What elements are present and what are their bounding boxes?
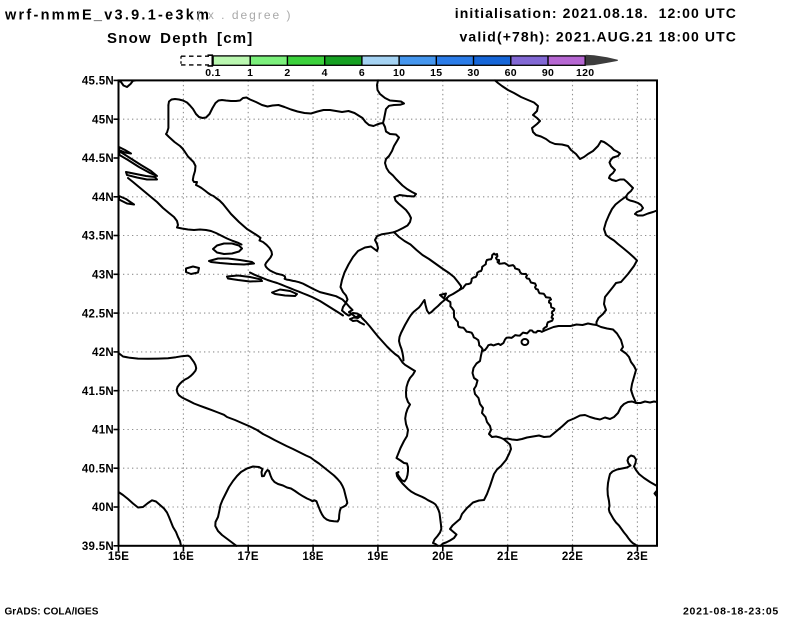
svg-text:44.5N: 44.5N	[82, 153, 114, 165]
svg-text:Snow Depth [cm]: Snow Depth [cm]	[107, 30, 254, 47]
svg-text:1: 1	[247, 67, 253, 79]
svg-text:wrf-nmmE_v3.9.1-e3km: wrf-nmmE_v3.9.1-e3km	[4, 8, 211, 24]
svg-text:17E: 17E	[238, 551, 259, 563]
svg-text:10: 10	[393, 67, 405, 79]
svg-text:40N: 40N	[92, 502, 114, 514]
svg-text:22E: 22E	[562, 551, 583, 563]
svg-text:16E: 16E	[173, 551, 194, 563]
svg-text:21E: 21E	[497, 551, 518, 563]
svg-text:valid(+78h): 2021.AUG.21 18:00: valid(+78h): 2021.AUG.21 18:00 UTC	[460, 29, 737, 45]
svg-text:2: 2	[284, 67, 290, 79]
svg-text:90: 90	[542, 67, 554, 79]
svg-text:0.1: 0.1	[205, 67, 221, 79]
svg-text:60: 60	[505, 67, 517, 79]
svg-text:39.5N: 39.5N	[82, 541, 114, 553]
svg-text:19E: 19E	[367, 551, 388, 563]
svg-text:15: 15	[430, 67, 442, 79]
svg-text:4: 4	[322, 67, 328, 79]
svg-text:43N: 43N	[92, 270, 114, 282]
svg-text:120: 120	[576, 67, 594, 79]
svg-text:45N: 45N	[92, 114, 114, 126]
svg-text:23E: 23E	[627, 551, 648, 563]
svg-text:18E: 18E	[302, 551, 323, 563]
svg-text:2021-08-18-23:05: 2021-08-18-23:05	[683, 606, 779, 618]
svg-text:30: 30	[467, 67, 479, 79]
svg-text:45.5N: 45.5N	[82, 76, 114, 88]
svg-text:GrADS: COLA/IGES: GrADS: COLA/IGES	[5, 607, 99, 618]
svg-text:41.5N: 41.5N	[82, 386, 114, 398]
svg-text:41N: 41N	[92, 425, 114, 437]
svg-text:44N: 44N	[92, 192, 114, 204]
svg-text:40.5N: 40.5N	[82, 463, 114, 475]
svg-text:43.5N: 43.5N	[82, 231, 114, 243]
svg-text:initialisation: 2021.08.18. 1: initialisation: 2021.08.18. 12:00 UTC	[455, 5, 737, 21]
svg-text:42N: 42N	[92, 347, 114, 359]
svg-text:20E: 20E	[432, 551, 453, 563]
svg-text:6: 6	[359, 67, 365, 79]
svg-text:( x . degree ): ( x . degree )	[197, 8, 293, 22]
svg-text:15E: 15E	[108, 551, 129, 563]
svg-text:42.5N: 42.5N	[82, 308, 114, 320]
